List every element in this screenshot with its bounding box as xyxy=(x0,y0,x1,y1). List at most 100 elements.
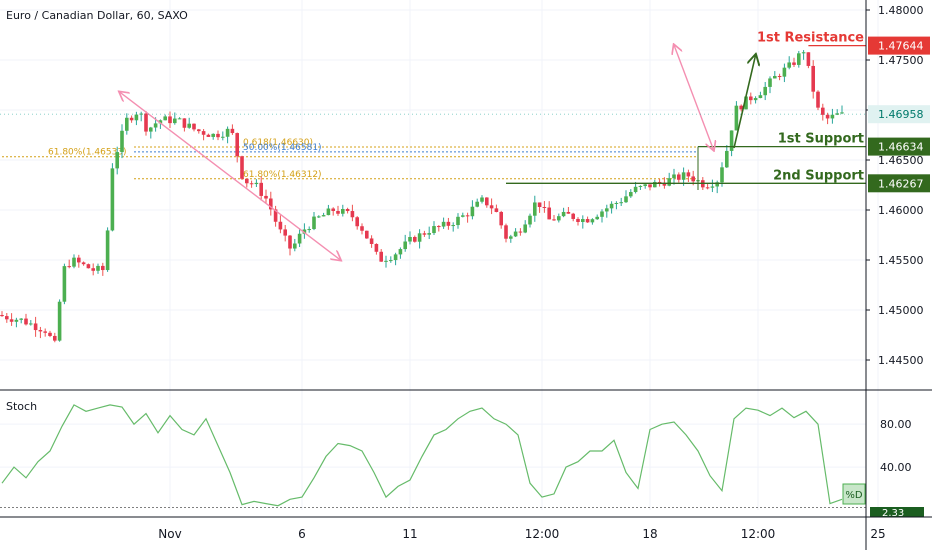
candle xyxy=(816,90,820,111)
candle xyxy=(48,330,52,338)
stoch-title: Stoch xyxy=(6,400,37,413)
fib-label-3: 61.80%(1.46312) xyxy=(243,170,322,180)
candle-body xyxy=(633,186,638,193)
candle-body xyxy=(33,323,38,331)
candle xyxy=(14,317,19,328)
candle-body xyxy=(528,215,532,225)
candle xyxy=(840,105,844,115)
candle xyxy=(403,234,407,252)
candle xyxy=(413,235,417,243)
candle xyxy=(523,220,527,234)
candle-body xyxy=(393,254,398,261)
levels-layer: 1st Resistance 1st Support 2nd Support xyxy=(506,31,866,190)
price-tick-label-0: 1.48000 xyxy=(878,4,924,17)
candle-body xyxy=(456,216,460,226)
candle-body xyxy=(96,265,100,271)
candle-body xyxy=(542,206,547,208)
candle xyxy=(777,73,782,81)
candle-body xyxy=(648,184,652,188)
candle-body xyxy=(398,249,403,255)
candle xyxy=(24,313,28,326)
candle xyxy=(643,183,647,189)
candle-body xyxy=(72,257,76,267)
candle-body xyxy=(782,67,787,77)
candle xyxy=(489,198,494,215)
candle xyxy=(533,195,537,222)
time-tick-label-2: 11 xyxy=(402,527,417,541)
candle-body xyxy=(48,332,52,336)
candle-body xyxy=(816,91,820,108)
time-tick-label-1: 6 xyxy=(298,527,306,541)
candle-body xyxy=(110,168,115,231)
candle-body xyxy=(672,174,676,179)
candle-body xyxy=(177,118,182,120)
candle-body xyxy=(513,231,518,237)
candle-body xyxy=(259,182,263,196)
candle xyxy=(43,328,47,337)
candle-body xyxy=(638,185,643,187)
candle-body xyxy=(797,53,801,65)
candle xyxy=(398,247,403,259)
candle xyxy=(811,60,815,99)
candle xyxy=(758,91,763,99)
candle-body xyxy=(705,187,710,189)
candle-body xyxy=(441,221,446,227)
candle-body xyxy=(801,52,806,54)
candle xyxy=(624,190,628,203)
candle xyxy=(504,223,508,243)
candle xyxy=(374,243,379,255)
candle-body xyxy=(840,112,844,114)
candle xyxy=(427,226,431,240)
candle-body xyxy=(278,221,283,230)
candle xyxy=(720,162,724,187)
candle-body xyxy=(369,238,374,244)
candle xyxy=(576,217,580,226)
candle-body xyxy=(91,268,95,271)
candle xyxy=(605,204,609,218)
candle-body xyxy=(763,86,767,96)
candle-body xyxy=(77,257,81,263)
candle-body xyxy=(173,118,177,124)
candle-body xyxy=(81,262,86,265)
candle xyxy=(72,254,76,269)
time-tick-label-5: 12:00 xyxy=(741,527,776,541)
candle-body xyxy=(187,123,191,128)
candle-body xyxy=(129,117,134,121)
candle-body xyxy=(571,213,575,219)
stoch-series-badge xyxy=(842,483,866,505)
candle-body xyxy=(744,96,748,110)
candle xyxy=(384,255,388,268)
candle-body xyxy=(120,130,124,153)
level-badge-label-0: 1.47644 xyxy=(878,40,924,53)
candle xyxy=(499,210,503,229)
candle-body xyxy=(725,150,729,168)
candle-body xyxy=(192,123,196,130)
candle-body xyxy=(14,319,19,322)
candle-body xyxy=(451,225,455,227)
candle-body xyxy=(86,264,91,269)
candle-body xyxy=(509,236,513,239)
candle-body xyxy=(293,243,297,249)
candle xyxy=(729,130,734,157)
candle xyxy=(365,230,369,239)
candle xyxy=(801,50,806,60)
candle-body xyxy=(681,172,686,180)
candle-body xyxy=(43,331,47,333)
candle-body xyxy=(494,208,499,212)
candle-body xyxy=(792,62,796,65)
candle-body xyxy=(787,62,791,68)
candle xyxy=(725,145,729,168)
candle-body xyxy=(312,216,316,230)
candle xyxy=(825,112,830,125)
candle xyxy=(835,109,839,116)
candle xyxy=(451,222,455,232)
candle xyxy=(806,52,811,69)
candle-body xyxy=(619,202,623,204)
candle xyxy=(470,200,475,220)
candle-body xyxy=(389,260,393,262)
arrows-layer xyxy=(120,45,756,260)
candle xyxy=(552,215,556,221)
candle-body xyxy=(153,123,158,128)
candle-body xyxy=(504,225,508,239)
